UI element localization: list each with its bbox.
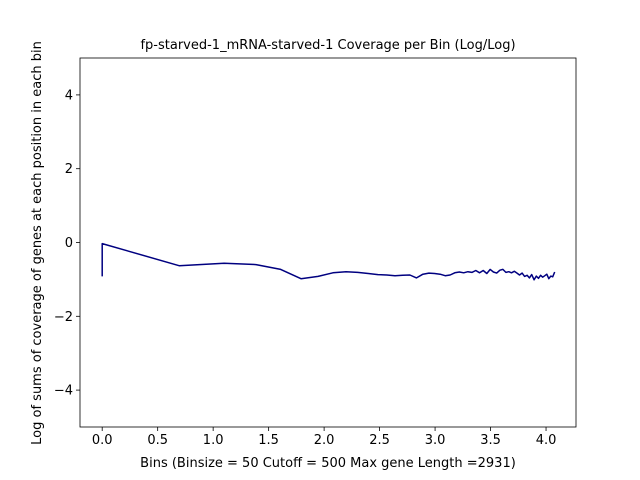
- plot-area-frame: [79, 57, 577, 428]
- chart-title: fp-starved-1_mRNA-starved-1 Coverage per…: [140, 38, 515, 53]
- x-tick-label: 2.0: [314, 433, 335, 448]
- x-tick-label: 2.5: [369, 433, 390, 448]
- y-axis-label: Log of sums of coverage of genes at each…: [30, 41, 45, 445]
- x-tick-label: 3.0: [425, 433, 446, 448]
- x-axis-label: Bins (Binsize = 50 Cutoff = 500 Max gene…: [140, 456, 516, 471]
- x-tick-label: 1.5: [258, 433, 279, 448]
- y-axis-ticks: −4 −2 0 2 4: [54, 88, 80, 399]
- x-tick-label: 3.5: [480, 433, 501, 448]
- x-tick-label: 1.0: [203, 433, 224, 448]
- y-tick-label: 2: [65, 162, 73, 177]
- y-tick-label: 0: [65, 236, 73, 251]
- x-tick-label: 0.0: [92, 433, 113, 448]
- x-tick-label: 4.0: [536, 433, 557, 448]
- x-axis-ticks: 0.0 0.5 1.0 1.5 2.0 2.5 3.0 3.5 4.0: [92, 427, 557, 448]
- y-tick-label: 4: [65, 88, 73, 103]
- x-tick-label: 0.5: [147, 433, 168, 448]
- y-tick-label: −4: [54, 384, 73, 399]
- series-line: [101, 242, 556, 281]
- y-tick-label: −2: [54, 310, 73, 325]
